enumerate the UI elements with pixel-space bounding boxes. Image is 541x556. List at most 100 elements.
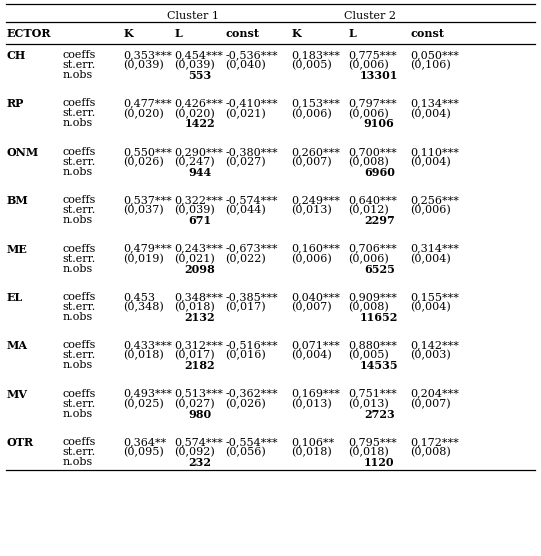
Text: (0,006): (0,006)	[291, 254, 332, 264]
Text: coeffs: coeffs	[62, 389, 96, 399]
Text: K: K	[291, 28, 301, 39]
Text: (0,039): (0,039)	[174, 60, 215, 71]
Text: (0,026): (0,026)	[123, 157, 164, 167]
Text: 0,183***: 0,183***	[291, 50, 340, 60]
Text: n.obs: n.obs	[62, 215, 93, 225]
Text: 0,550***: 0,550***	[123, 147, 172, 157]
Text: st.err.: st.err.	[62, 399, 95, 409]
Text: (0,037): (0,037)	[123, 205, 164, 216]
Text: 11652: 11652	[360, 312, 398, 323]
Text: 0,040***: 0,040***	[291, 292, 340, 302]
Text: (0,016): (0,016)	[225, 350, 266, 361]
Text: 0,640***: 0,640***	[348, 195, 397, 205]
Text: (0,005): (0,005)	[348, 350, 389, 361]
Text: MV: MV	[6, 389, 28, 400]
Text: 0,071***: 0,071***	[291, 340, 340, 350]
Text: Cluster 2: Cluster 2	[344, 11, 395, 21]
Text: 0,142***: 0,142***	[410, 340, 459, 350]
Text: K: K	[123, 28, 133, 39]
Text: L: L	[174, 28, 182, 39]
Text: 0,172***: 0,172***	[410, 437, 459, 447]
Text: const: const	[225, 28, 259, 39]
Text: (0,006): (0,006)	[410, 205, 451, 216]
Text: 0,134***: 0,134***	[410, 98, 459, 108]
Text: (0,004): (0,004)	[410, 302, 451, 312]
Text: (0,013): (0,013)	[291, 399, 332, 409]
Text: (0,095): (0,095)	[123, 447, 164, 458]
Text: -0,554***: -0,554***	[225, 437, 278, 447]
Text: (0,039): (0,039)	[174, 205, 215, 216]
Text: coeffs: coeffs	[62, 244, 96, 254]
Text: -0,362***: -0,362***	[225, 389, 278, 399]
Text: BM: BM	[6, 195, 28, 206]
Text: EL: EL	[6, 292, 23, 303]
Text: (0,005): (0,005)	[291, 60, 332, 71]
Text: n.obs: n.obs	[62, 264, 93, 274]
Text: 0,160***: 0,160***	[291, 244, 340, 254]
Text: n.obs: n.obs	[62, 457, 93, 467]
Text: st.err.: st.err.	[62, 302, 95, 312]
Text: (0,092): (0,092)	[174, 447, 215, 458]
Text: n.obs: n.obs	[62, 167, 93, 177]
Text: 0,706***: 0,706***	[348, 244, 397, 254]
Text: (0,012): (0,012)	[348, 205, 389, 216]
Text: 0,169***: 0,169***	[291, 389, 340, 399]
Text: (0,106): (0,106)	[410, 60, 451, 71]
Text: 0,433***: 0,433***	[123, 340, 172, 350]
Text: 0,751***: 0,751***	[348, 389, 397, 399]
Text: (0,008): (0,008)	[348, 157, 389, 167]
Text: (0,017): (0,017)	[174, 350, 215, 361]
Text: 0,477***: 0,477***	[123, 98, 172, 108]
Text: (0,013): (0,013)	[291, 205, 332, 216]
Text: 0,700***: 0,700***	[348, 147, 397, 157]
Text: (0,006): (0,006)	[348, 254, 389, 264]
Text: n.obs: n.obs	[62, 312, 93, 322]
Text: Cluster 1: Cluster 1	[167, 11, 219, 21]
Text: 0,312***: 0,312***	[174, 340, 223, 350]
Text: (0,004): (0,004)	[291, 350, 332, 361]
Text: 232: 232	[188, 457, 211, 468]
Text: (0,018): (0,018)	[291, 447, 332, 458]
Text: 0,493***: 0,493***	[123, 389, 172, 399]
Text: coeffs: coeffs	[62, 50, 96, 60]
Text: (0,247): (0,247)	[174, 157, 215, 167]
Text: 0,249***: 0,249***	[291, 195, 340, 205]
Text: -0,380***: -0,380***	[225, 147, 278, 157]
Text: 0,880***: 0,880***	[348, 340, 397, 350]
Text: st.err.: st.err.	[62, 254, 95, 264]
Text: 944: 944	[188, 167, 211, 178]
Text: MA: MA	[6, 340, 28, 351]
Text: 2723: 2723	[364, 409, 394, 420]
Text: -0,410***: -0,410***	[225, 98, 278, 108]
Text: (0,013): (0,013)	[348, 399, 389, 409]
Text: (0,007): (0,007)	[410, 399, 451, 409]
Text: st.err.: st.err.	[62, 447, 95, 457]
Text: coeffs: coeffs	[62, 292, 96, 302]
Text: (0,017): (0,017)	[225, 302, 266, 312]
Text: (0,021): (0,021)	[225, 108, 266, 119]
Text: 671: 671	[188, 215, 211, 226]
Text: 0,454***: 0,454***	[174, 50, 223, 60]
Text: coeffs: coeffs	[62, 340, 96, 350]
Text: -0,574***: -0,574***	[225, 195, 278, 205]
Text: 6960: 6960	[364, 167, 395, 178]
Text: n.obs: n.obs	[62, 409, 93, 419]
Text: n.obs: n.obs	[62, 70, 93, 80]
Text: 0,537***: 0,537***	[123, 195, 172, 205]
Text: (0,020): (0,020)	[174, 108, 215, 119]
Text: -0,673***: -0,673***	[225, 244, 278, 254]
Text: 2297: 2297	[364, 215, 394, 226]
Text: (0,008): (0,008)	[410, 447, 451, 458]
Text: 2182: 2182	[184, 360, 215, 371]
Text: n.obs: n.obs	[62, 360, 93, 370]
Text: 1422: 1422	[184, 118, 215, 130]
Text: (0,056): (0,056)	[225, 447, 266, 458]
Text: 0,479***: 0,479***	[123, 244, 172, 254]
Text: RP: RP	[6, 98, 24, 110]
Text: st.err.: st.err.	[62, 60, 95, 70]
Text: (0,018): (0,018)	[123, 350, 164, 361]
Text: (0,026): (0,026)	[225, 399, 266, 409]
Text: ME: ME	[6, 244, 28, 255]
Text: 0,909***: 0,909***	[348, 292, 397, 302]
Text: coeffs: coeffs	[62, 147, 96, 157]
